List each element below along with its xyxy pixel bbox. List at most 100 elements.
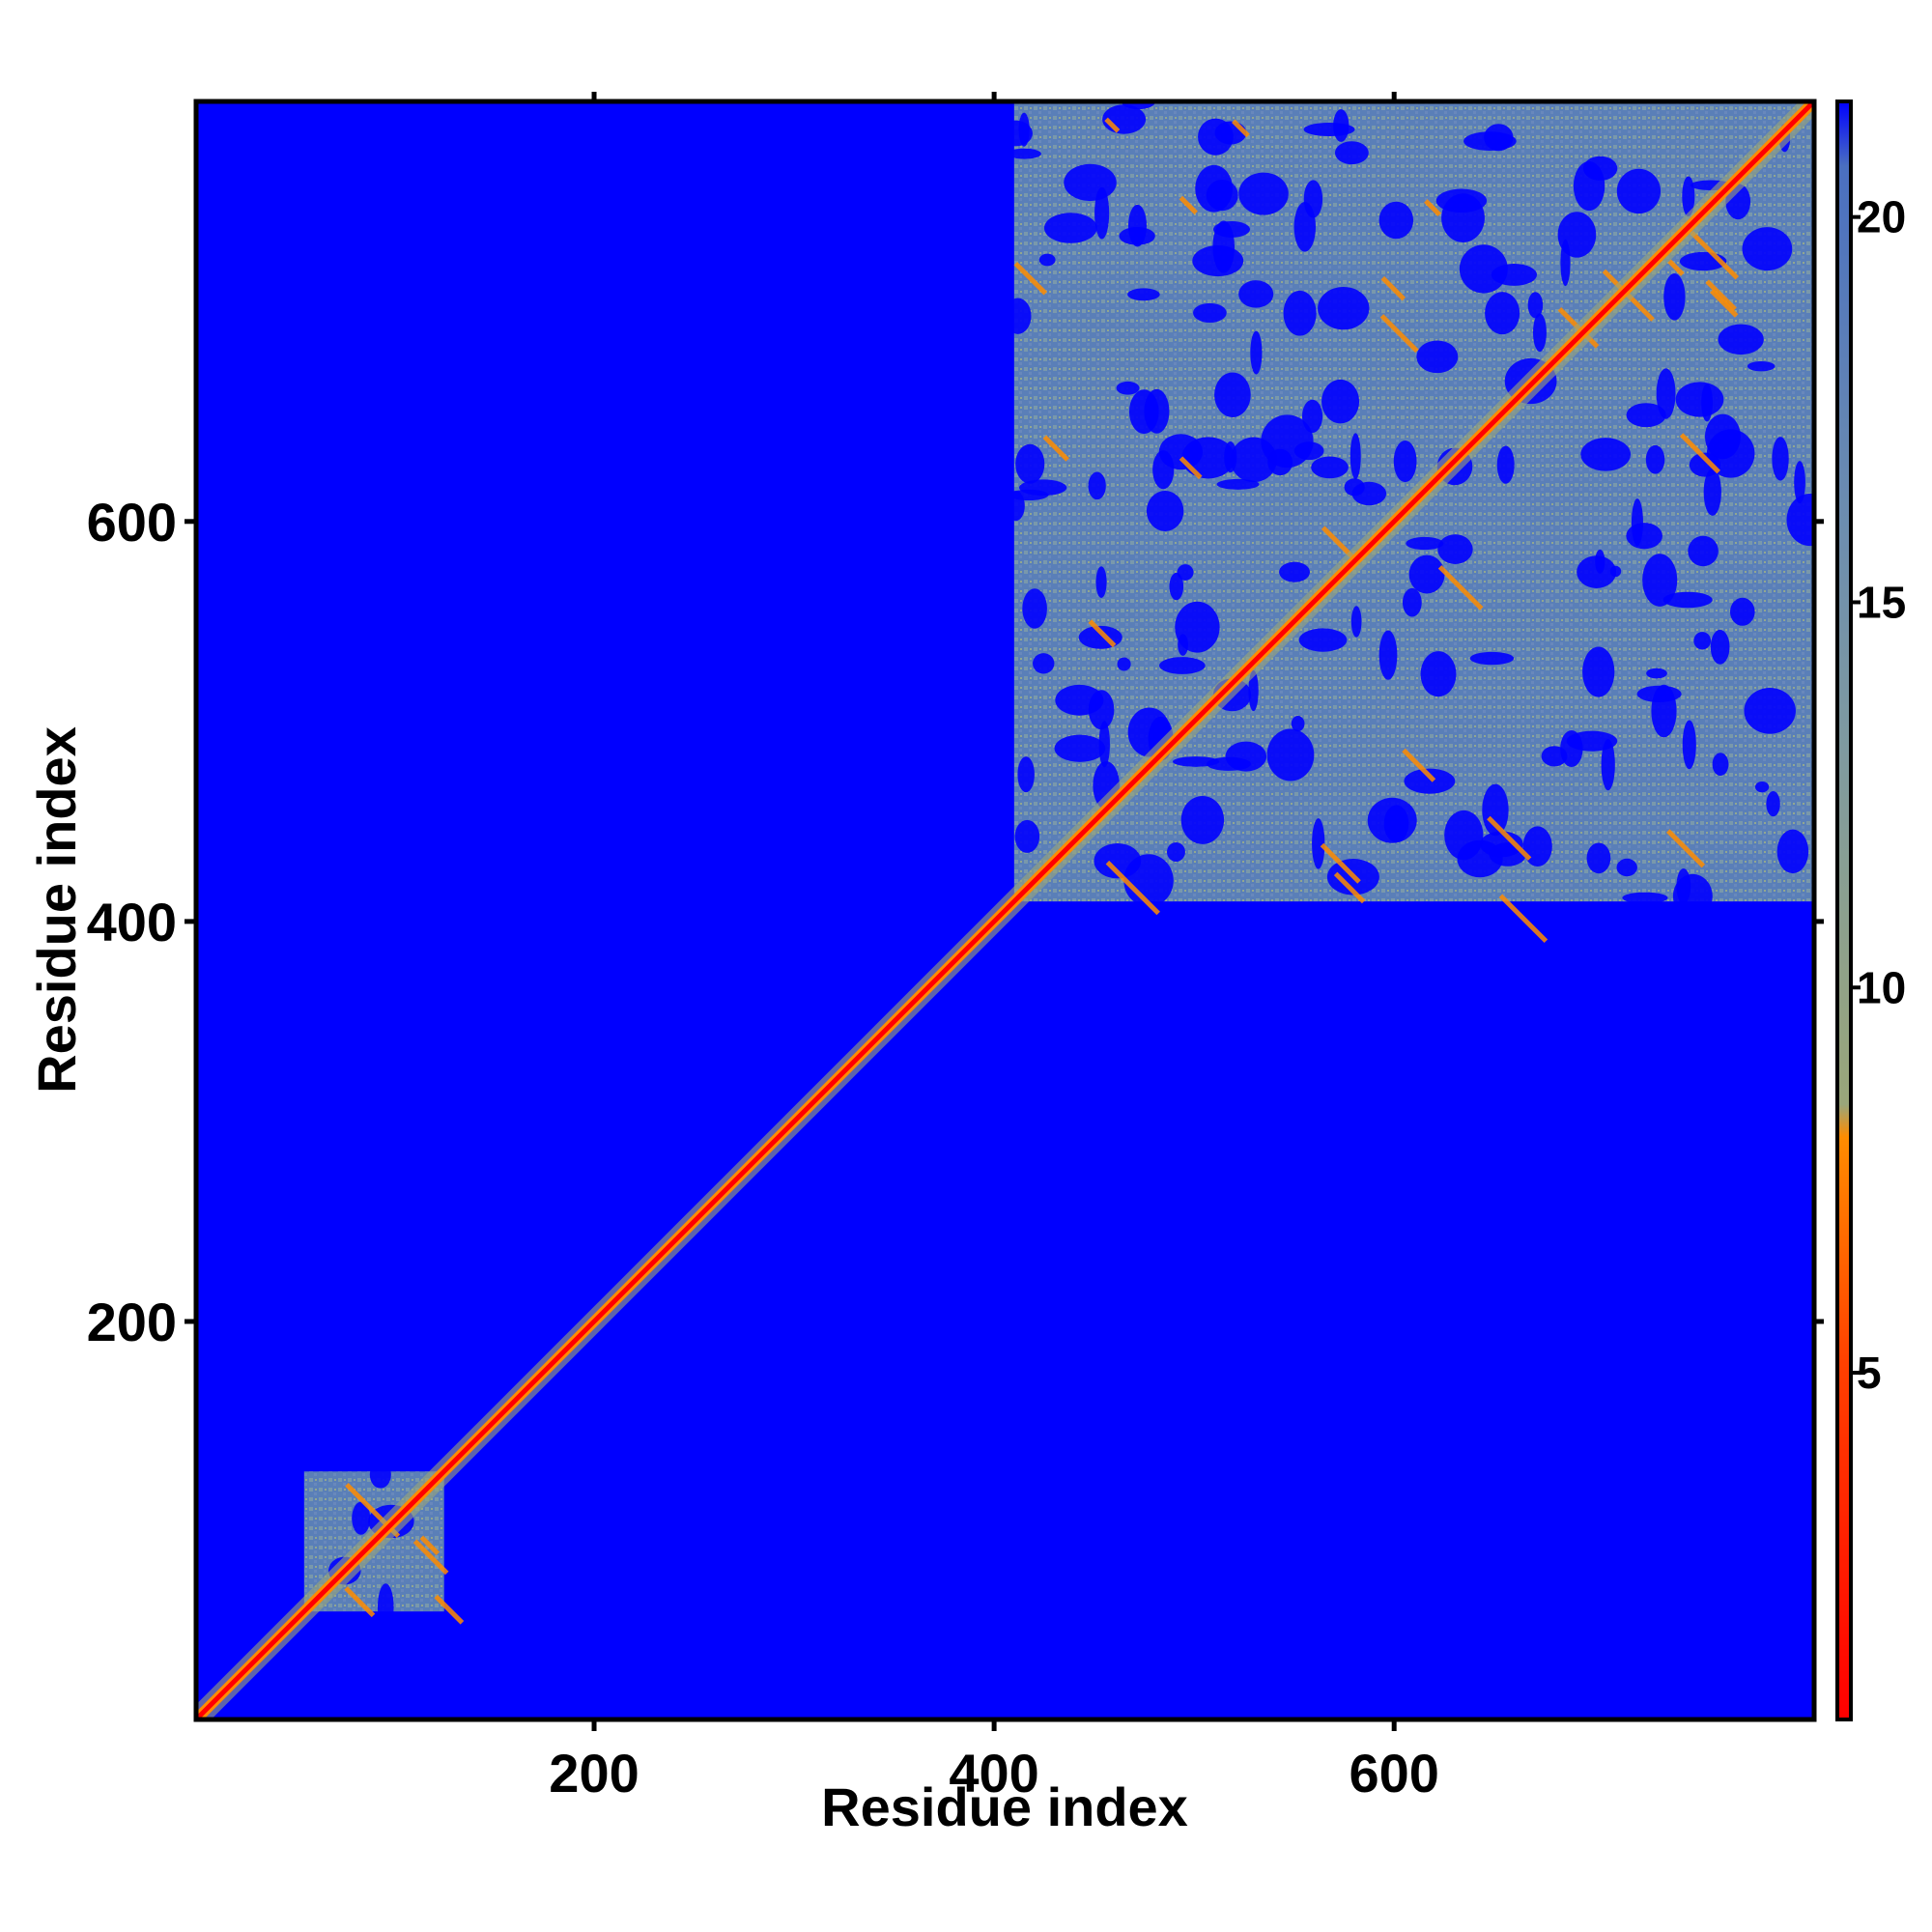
domain-gap [1656,368,1676,419]
domain-gap [1645,444,1665,474]
plot-frame [193,99,1817,1722]
domain-gap [1469,651,1515,666]
domain-gap [1214,372,1251,417]
domain-gap [1216,478,1260,490]
contact-streak [1424,199,1441,217]
domain-gap [1582,156,1618,181]
domain-gap [1586,842,1611,874]
contact-streak [1667,259,1685,276]
contact-streak [1179,456,1203,480]
colorbar-tick-label: 15 [1857,577,1906,627]
domain-gap [1198,118,1234,156]
domain-gap [1207,756,1252,771]
domain-gap [1064,163,1117,202]
domain-gap [1744,688,1796,734]
domain-gap [1088,471,1106,500]
contact-streak [1231,119,1250,138]
domain-gap [1127,288,1160,301]
domain-gap [1577,555,1617,588]
colorbar-gradient [1835,99,1853,1721]
domain-gap [1689,452,1721,477]
domain-gap [1350,606,1362,638]
domain-gap [1408,554,1445,594]
domain-gap [1146,490,1184,531]
domain-gap [1166,842,1185,862]
domain-gap [1704,413,1741,460]
domain-gap [1541,746,1568,767]
diagonal-core [196,101,1814,1719]
domain-gap [1522,826,1552,867]
contact-streak [1379,314,1419,354]
domain-gap [1318,286,1370,330]
domain-gap [1279,561,1310,582]
domain-gap [1557,212,1597,258]
domain-gap [1754,781,1770,793]
domain-gap [1321,379,1360,424]
domain-gap [1616,168,1662,214]
domain-gap [1283,290,1317,336]
domain-gap [1159,657,1206,674]
domain-gap [1688,535,1719,567]
domain-gap [1675,382,1724,417]
domain-gap [1266,728,1315,781]
domain-gap [1298,628,1348,652]
domain-gap [1393,440,1417,483]
y-axis-label: Residue index [26,726,87,1094]
heatmap-plot [196,101,1814,1719]
domain-gap [1527,292,1544,319]
contact-streak [1679,433,1720,474]
domain-gap [1022,588,1047,629]
domain-gap [1119,227,1155,245]
domain-gap [1293,202,1317,252]
domain-gap [1404,768,1456,794]
domain-gap [1580,438,1632,471]
domain-gap [1033,653,1055,674]
x-axis-label: Residue index [821,1776,1188,1837]
domain-gap [1116,381,1140,395]
domain-gap [1015,443,1045,484]
domain-gap [1212,220,1236,273]
domain-gap [1533,313,1547,353]
domain-gap [1117,657,1131,671]
domain-gap [1776,829,1809,874]
contact-streak [1437,565,1484,611]
domain-gap [1420,651,1457,697]
x-axis-ticks: 200 400 600 [549,92,1439,1804]
domain-gap [1682,176,1695,217]
contact-streak [1487,815,1532,861]
domain-gap [1017,756,1035,793]
domain-gap [1055,684,1104,716]
domain-gap [1406,536,1444,551]
domain-gap [1747,360,1776,372]
domain-gap [1334,141,1369,165]
domain-gap [1622,892,1668,904]
domain-gap [1098,721,1110,768]
domain-gap [1402,587,1422,617]
domain-gap [1291,716,1305,732]
contact-streak [419,1535,440,1556]
colorbar-tick-label: 20 [1857,192,1906,242]
contact-streak [1104,117,1121,133]
domain-gap [1496,445,1515,484]
contact-streak [1690,230,1740,280]
contact-streak [1013,261,1048,296]
domain-gap [1383,805,1409,843]
domain-gap [1642,554,1678,607]
contact-streak [1710,289,1739,318]
domain-gap [1609,565,1622,578]
domain-gap [1144,388,1170,434]
domain-gap [1175,601,1220,653]
domain-gap [1177,564,1194,581]
domain-gap [1444,810,1484,861]
domain-gap [1459,244,1508,294]
domain-gap [1729,597,1755,626]
contact-streak [1665,829,1706,868]
domain-gap [1169,572,1184,601]
contact-streak [1320,842,1361,884]
y-tick-label: 400 [87,892,177,952]
domain-gap [1094,843,1142,879]
contact-streak [1705,279,1737,311]
domain-gap [1794,461,1805,504]
domain-gap [1007,148,1041,159]
